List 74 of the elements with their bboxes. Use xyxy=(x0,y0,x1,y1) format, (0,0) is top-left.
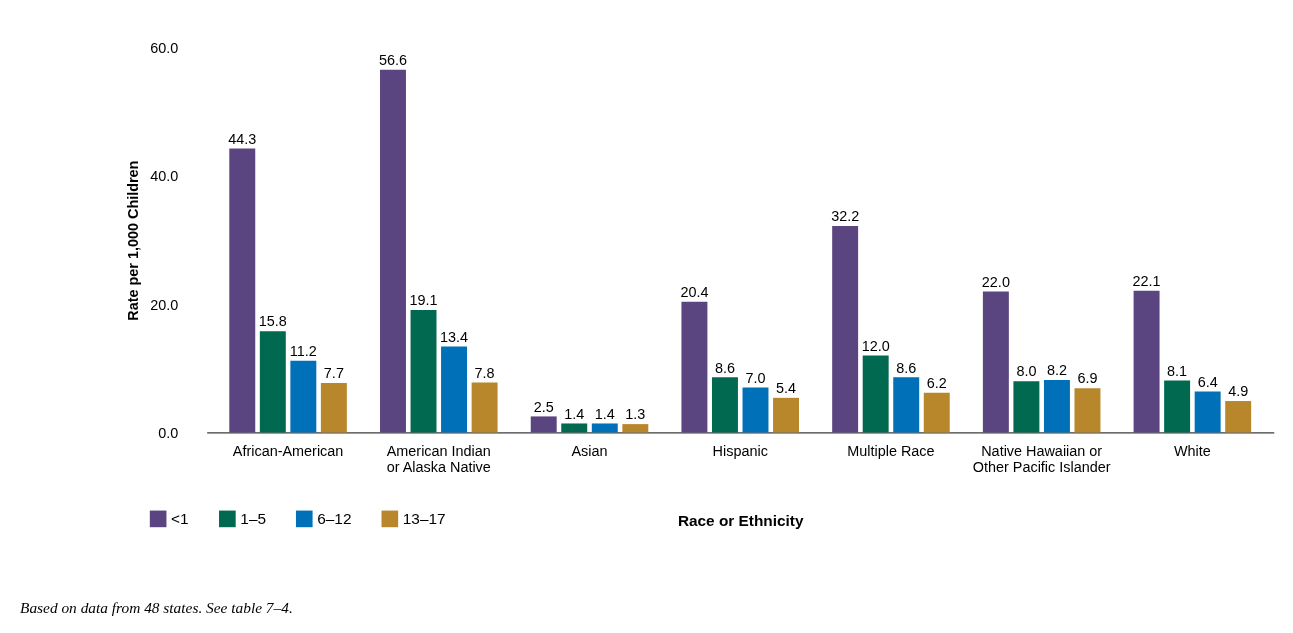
bar xyxy=(711,377,738,433)
bar xyxy=(441,346,468,433)
bar xyxy=(380,69,406,433)
bar xyxy=(923,392,950,433)
data-label: 15.8 xyxy=(258,313,287,330)
data-label: 6.4 xyxy=(1197,373,1218,390)
bar xyxy=(290,360,317,433)
bar xyxy=(832,226,859,433)
data-label: 22.0 xyxy=(981,273,1010,290)
data-label: 1.4 xyxy=(594,405,615,422)
legend-label: <1 xyxy=(171,509,189,527)
data-label: 2.5 xyxy=(533,398,554,415)
data-label: 56.6 xyxy=(378,51,408,68)
x-axis-title: Race or Ethnicity xyxy=(677,512,804,530)
y-tick-label: 0.0 xyxy=(158,424,179,441)
data-label: 19.1 xyxy=(409,292,438,309)
data-label: 7.0 xyxy=(745,369,766,386)
data-label: 8.0 xyxy=(1016,363,1037,380)
data-label: 1.3 xyxy=(625,406,646,423)
bar xyxy=(229,148,256,433)
data-label: 13.4 xyxy=(440,328,469,345)
x-tick-label: African-American xyxy=(232,442,344,459)
bar xyxy=(471,382,498,433)
bar xyxy=(893,377,920,433)
data-label: 6.9 xyxy=(1077,370,1098,387)
bar xyxy=(1164,380,1191,433)
bar xyxy=(681,301,708,433)
x-tick-label: Asian xyxy=(571,442,608,459)
x-tick-label: Native Hawaiian or Other Pacific Islander xyxy=(972,442,1111,476)
data-label: 7.7 xyxy=(323,365,344,382)
bar xyxy=(773,397,800,433)
data-label: 44.3 xyxy=(228,130,257,147)
data-label: 4.9 xyxy=(1228,383,1249,400)
data-label: 32.2 xyxy=(831,208,860,225)
bar xyxy=(410,310,437,433)
data-label: 22.1 xyxy=(1132,272,1161,289)
text: Based on data from 48 states. See table 7–4. xyxy=(20,599,293,617)
data-label: 8.1 xyxy=(1167,362,1188,379)
data-label: 20.4 xyxy=(680,283,709,300)
x-tick-label: White xyxy=(1173,442,1211,459)
bar xyxy=(1013,381,1040,433)
bar xyxy=(1225,401,1252,433)
bar xyxy=(1133,290,1160,433)
bar xyxy=(561,423,588,433)
data-label: 8.2 xyxy=(1046,362,1067,379)
legend-label: 13–17 xyxy=(402,509,446,527)
legend-label: 1–5 xyxy=(240,509,266,527)
x-tick-label: Hispanic xyxy=(712,442,768,459)
data-label: 8.6 xyxy=(896,359,917,376)
bar xyxy=(862,355,889,433)
x-tick-label: American Indian or Alaska Native xyxy=(386,442,491,476)
data-label: 8.6 xyxy=(714,359,735,376)
y-tick-label: 40.0 xyxy=(150,168,179,185)
data-label: 7.8 xyxy=(474,364,495,381)
x-tick-label: Multiple Race xyxy=(847,442,935,459)
bar xyxy=(591,423,618,433)
data-label: 11.2 xyxy=(289,342,317,359)
bar xyxy=(622,424,649,433)
bar xyxy=(530,416,557,433)
y-tick-label: 20.0 xyxy=(150,296,179,313)
data-label: 6.2 xyxy=(926,374,947,391)
y-axis-title: Rate per 1,000 Children xyxy=(124,160,141,321)
bar xyxy=(982,291,1009,433)
bar xyxy=(259,331,286,433)
bar xyxy=(320,383,347,433)
bar xyxy=(1043,379,1070,433)
data-label: 5.4 xyxy=(776,380,797,397)
bar xyxy=(742,387,769,433)
legend-label: 6–12 xyxy=(317,509,352,527)
bar xyxy=(1074,388,1101,433)
y-tick-label: 60.0 xyxy=(150,40,179,57)
bar xyxy=(1194,391,1221,433)
data-label: 12.0 xyxy=(861,337,890,354)
data-label: 1.4 xyxy=(564,405,585,422)
